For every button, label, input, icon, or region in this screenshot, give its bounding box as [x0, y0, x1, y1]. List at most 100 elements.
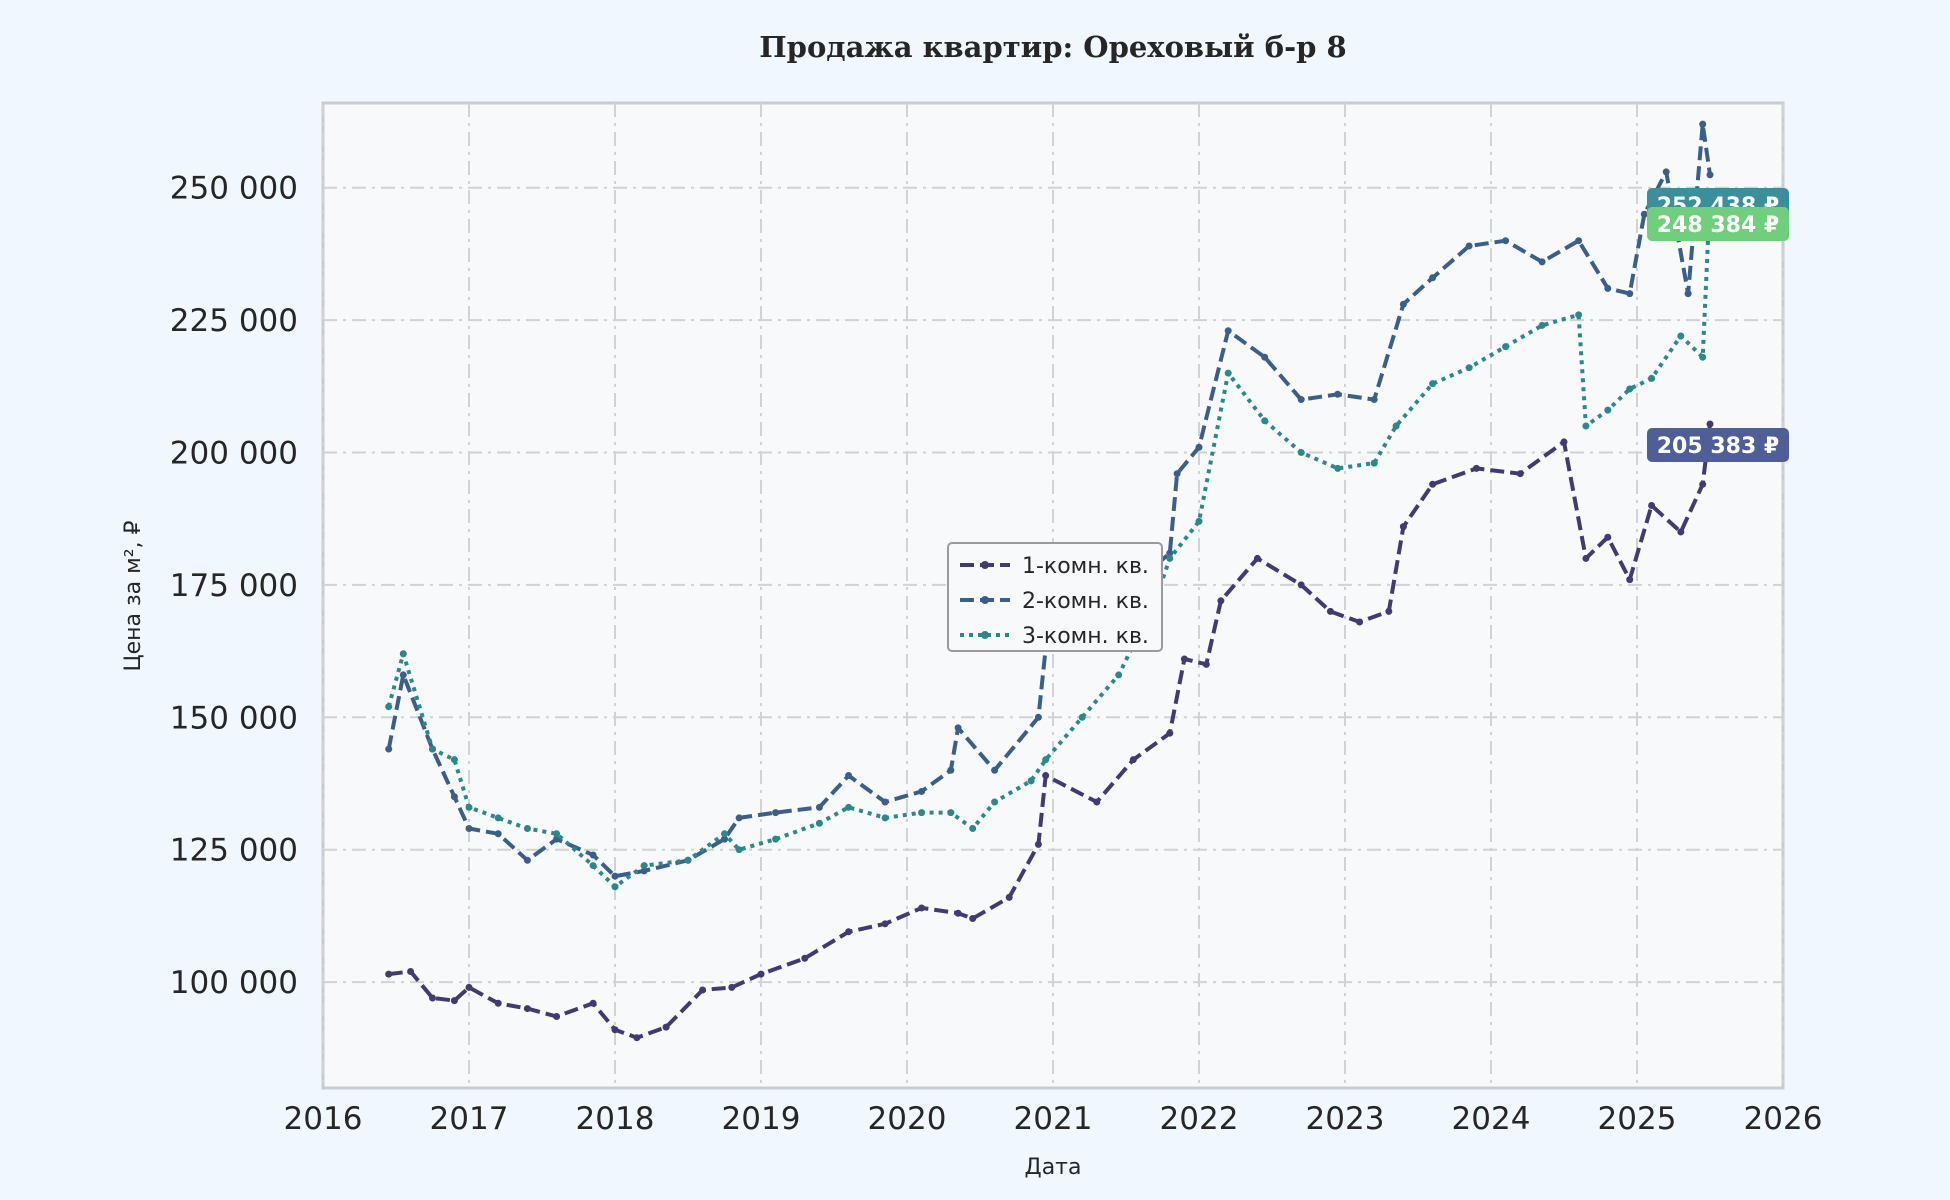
series-2-point — [494, 830, 502, 838]
series-2-point — [1604, 284, 1612, 292]
series-1-point — [385, 970, 393, 978]
series-1-point — [1129, 756, 1137, 764]
series-1-point — [1297, 581, 1305, 589]
series-1-point — [1648, 501, 1656, 509]
y-tick-label: 150 000 — [170, 700, 298, 736]
series-3-point — [450, 756, 458, 764]
series-1-point — [494, 999, 502, 1007]
series-3-point — [1370, 459, 1378, 467]
y-tick-label: 200 000 — [170, 436, 298, 472]
series-3-point — [1582, 422, 1590, 430]
series-2-point — [1699, 120, 1707, 128]
series-3-point — [1604, 406, 1612, 414]
series-1-point — [1677, 528, 1685, 536]
series-1-point — [611, 1026, 619, 1034]
series-2-point — [1538, 258, 1546, 266]
series-line-3 — [386, 196, 1712, 889]
series-3-point — [1042, 756, 1050, 764]
x-tick-label: 2021 — [1014, 1101, 1093, 1137]
series-1-point — [757, 970, 765, 978]
series-3-point — [735, 846, 743, 854]
series-1-point — [1429, 480, 1437, 488]
series-3-point — [1465, 364, 1473, 372]
series-2-point — [1399, 300, 1407, 308]
series-1-point — [1560, 438, 1568, 446]
series-1-point — [1399, 523, 1407, 531]
y-tick-label: 225 000 — [170, 303, 298, 339]
series-1-point — [918, 904, 926, 912]
x-tick-label: 2026 — [1744, 1101, 1823, 1137]
end-label-1: 205 383 ₽ — [1657, 434, 1779, 459]
series-2-point — [1662, 168, 1670, 176]
series-1-point — [1516, 470, 1524, 478]
series-3-point — [1297, 449, 1305, 457]
series-3-point — [1575, 311, 1583, 319]
end-labels: 252 438 ₽248 384 ₽205 383 ₽ — [1647, 188, 1789, 462]
series-3-point — [1166, 554, 1174, 562]
grid — [322, 103, 1784, 1088]
series-2-point — [815, 803, 823, 811]
series-2-point — [385, 745, 393, 753]
series-2-point — [589, 851, 597, 859]
y-tick-label: 125 000 — [170, 833, 298, 869]
series-2-point — [1261, 353, 1269, 361]
series-3-point — [1261, 417, 1269, 425]
legend-label-2: 2-комн. кв. — [1022, 589, 1149, 614]
series-2-point — [881, 798, 889, 806]
series-3-point — [465, 803, 473, 811]
series-2-point — [1575, 237, 1583, 245]
series-2-point — [1684, 290, 1692, 298]
series-3-point — [429, 745, 436, 753]
series-1-point — [1582, 554, 1590, 562]
series-2-point — [1502, 237, 1510, 245]
series-1-point — [1180, 655, 1188, 663]
y-tick-label: 175 000 — [170, 568, 298, 604]
series-1-point — [1356, 618, 1364, 626]
series-3-point — [991, 798, 999, 806]
series-2-point — [1195, 443, 1203, 451]
series-1-point — [407, 967, 415, 975]
series-2-point — [611, 872, 619, 880]
series-2-point — [1706, 171, 1714, 179]
series-3-point — [1626, 385, 1634, 393]
legend-label-1: 1-комн. кв. — [1022, 554, 1149, 579]
series-2-point — [954, 724, 962, 732]
series-3-point — [589, 862, 597, 870]
series-3-point — [881, 814, 889, 822]
y-tick-label: 250 000 — [170, 171, 298, 207]
series-1-point — [699, 986, 707, 994]
x-tick-label: 2025 — [1598, 1101, 1677, 1137]
series-1-point — [1253, 554, 1261, 562]
series-2-point — [1465, 242, 1473, 250]
series-1-point — [553, 1013, 561, 1021]
y-axis-label: Цена за м², ₽ — [121, 520, 146, 671]
series-1-point — [662, 1023, 670, 1031]
series-3-point — [1027, 777, 1035, 785]
series-2-point — [735, 814, 743, 822]
end-label-3: 248 384 ₽ — [1657, 213, 1779, 238]
series-2-point — [399, 671, 407, 679]
series-3-point — [1538, 321, 1546, 329]
series-1-point — [1626, 576, 1634, 584]
series-2-point — [991, 766, 999, 774]
series-2-point — [1640, 210, 1648, 218]
series-3-point — [494, 814, 502, 822]
x-tick-label: 2020 — [868, 1101, 947, 1137]
ticks: 2016 2017 2018 2019 2020 2021 2022 2023 2024 2025… — [170, 171, 1823, 1137]
x-tick-label: 2017 — [430, 1101, 509, 1137]
series-3-point — [772, 835, 780, 843]
series-2-point — [772, 809, 780, 817]
series-3-point — [1115, 671, 1123, 679]
series-1-point — [1042, 772, 1050, 780]
series-3-point — [385, 703, 393, 711]
series-3-point — [523, 825, 531, 833]
series-3-point — [1334, 464, 1342, 472]
series-2-point — [1166, 549, 1174, 557]
series-3-point — [611, 883, 619, 891]
series-1-point — [1385, 607, 1393, 615]
series-1-point — [465, 983, 473, 991]
series-1-point — [845, 928, 853, 936]
series-2-point — [450, 793, 458, 801]
series-3-point — [1429, 380, 1437, 388]
